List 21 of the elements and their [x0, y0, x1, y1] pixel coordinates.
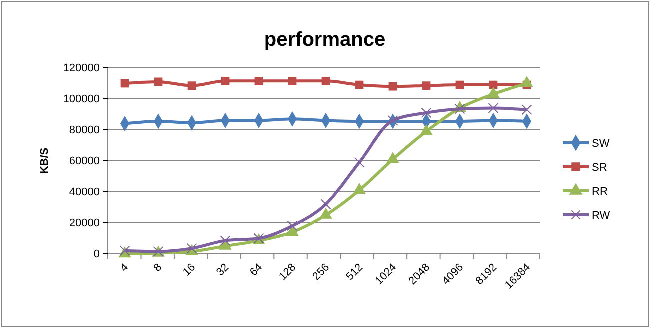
x-tick-label: 128: [277, 262, 299, 284]
y-axis-title: KB/S: [39, 148, 51, 174]
x-tick-label: 512: [344, 262, 366, 284]
chart-title: performance: [264, 29, 386, 51]
x-tick-label: 64: [248, 262, 266, 279]
y-tick-label: 40000: [69, 186, 100, 199]
legend-label: SW: [592, 138, 610, 150]
y-tick-label: 120000: [63, 62, 100, 75]
x-tick-label: 4: [118, 262, 132, 274]
legend-label: RW: [592, 210, 611, 222]
y-tick-label: 80000: [69, 124, 100, 137]
y-tick-label: 100000: [63, 94, 100, 106]
x-tick-label: 32: [214, 262, 232, 279]
legend-label: RR: [592, 186, 608, 198]
x-tick-label: 256: [310, 262, 332, 284]
y-tick-label: 20000: [69, 218, 100, 230]
y-tick-label: 0: [94, 248, 100, 261]
x-tick-label: 8: [152, 262, 165, 274]
y-tick-label: 60000: [69, 156, 100, 168]
x-tick-label: 16: [180, 262, 198, 279]
legend-label: SR: [592, 162, 608, 174]
